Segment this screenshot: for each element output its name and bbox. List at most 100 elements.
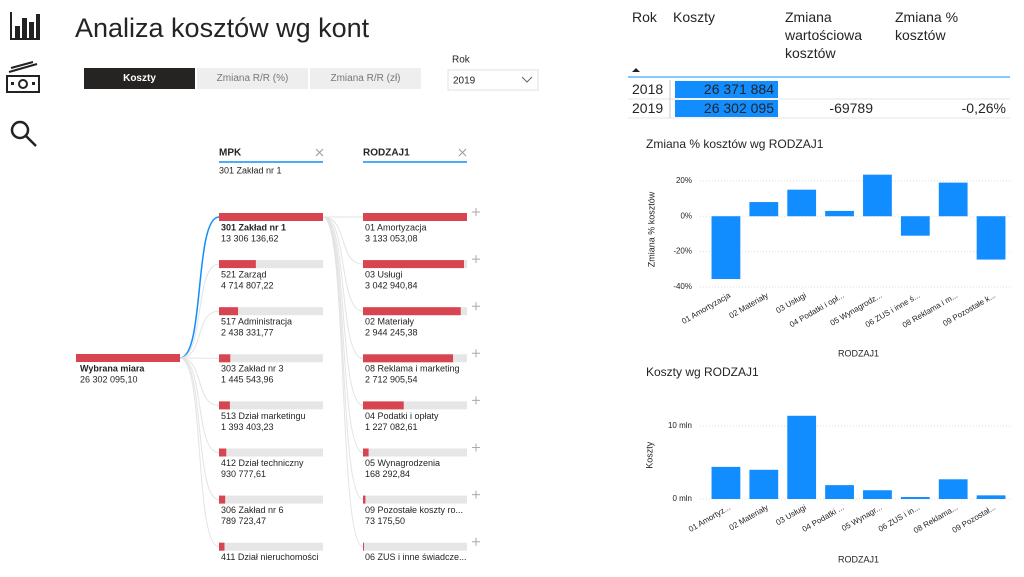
- node-label: 09 Pozostałe koszty ro...: [365, 505, 463, 515]
- expand-icon[interactable]: [472, 255, 480, 264]
- y-tick-label: 20%: [676, 176, 692, 185]
- x-tick-label: 05 Wynagr...: [840, 503, 883, 533]
- sort-arrow[interactable]: [632, 68, 640, 72]
- node-bar: [363, 495, 366, 504]
- node-bar: [219, 260, 256, 269]
- node-label: 412 Dział techniczny: [221, 458, 304, 468]
- node-bar: [363, 542, 364, 551]
- slicer-dropdown[interactable]: [447, 69, 539, 91]
- search-icon[interactable]: [10, 120, 37, 147]
- bar: [825, 210, 854, 217]
- expand-icon[interactable]: [472, 537, 480, 546]
- close-icon[interactable]: [315, 148, 324, 157]
- y-tick-label: -40%: [673, 282, 692, 291]
- connector: [179, 357, 220, 501]
- node-value: 1 227 082,61: [365, 422, 418, 432]
- money-icon[interactable]: [6, 61, 40, 93]
- report-icon[interactable]: [10, 12, 40, 40]
- x-axis-label: RODZAJ1: [838, 348, 879, 358]
- node-bar: [219, 354, 231, 363]
- node-label: 513 Dział marketingu: [221, 411, 306, 421]
- node-label: 06 ZUS i inne świadcze...: [365, 552, 467, 562]
- node-label: 411 Dział nieruchomości: [221, 552, 318, 562]
- bar: [900, 497, 930, 499]
- level-header: RODZAJ1: [363, 148, 410, 159]
- level-selection: 301 Zakład nr 1: [219, 165, 282, 175]
- connector: [179, 357, 220, 548]
- connector: [322, 216, 364, 312]
- expand-icon[interactable]: [472, 490, 480, 499]
- y-tick-label: -20%: [673, 247, 692, 256]
- node-value: 4 714 807,22: [221, 280, 274, 290]
- node-bar: [363, 260, 465, 269]
- slicer-label: Rok: [452, 55, 471, 66]
- node-value: 2 438 331,77: [221, 328, 274, 338]
- node-bar: [219, 495, 226, 504]
- connector: [322, 216, 364, 265]
- connector: [179, 357, 220, 406]
- expand-icon[interactable]: [472, 443, 480, 452]
- node-bar: [219, 401, 230, 410]
- x-tick-label: 01 Amortyz...: [687, 503, 732, 534]
- toggle-button[interactable]: Koszty: [84, 68, 195, 89]
- connector: [179, 357, 220, 453]
- change-cell: -69789: [829, 100, 873, 116]
- node-label: 08 Reklama i marketing: [365, 364, 460, 374]
- node-value: 2 944 245,38: [365, 328, 418, 338]
- y-tick-label: 10 mln: [668, 421, 692, 430]
- connector: [322, 216, 364, 406]
- node-bar: [363, 307, 461, 316]
- year-cell: 2019: [632, 100, 664, 116]
- node-label: 306 Zakład nr 6: [221, 505, 284, 515]
- connector: [179, 263, 220, 359]
- bar: [938, 479, 968, 499]
- expand-icon[interactable]: [472, 396, 480, 405]
- node-label: 301 Zakład nr 1: [221, 222, 286, 232]
- node-label: 02 Materiały: [365, 317, 415, 327]
- bar: [749, 202, 779, 217]
- bar: [787, 415, 817, 499]
- close-icon[interactable]: [458, 148, 467, 157]
- x-tick-label: 03 Usługi: [774, 291, 808, 316]
- node-value: 73 175,50: [365, 516, 405, 526]
- node-bar-bg: [219, 448, 323, 457]
- expand-icon[interactable]: [472, 349, 480, 358]
- chart-title: Koszty wg RODZAJ1: [646, 365, 759, 379]
- cost-cell: 26 302 095: [703, 100, 774, 116]
- node-bar-bg: [363, 495, 467, 504]
- node-value: 1 393 403,23: [221, 422, 274, 432]
- column-header: Koszty: [673, 9, 716, 25]
- node-bar: [363, 213, 467, 221]
- node-bar: [219, 307, 239, 316]
- column-header: Zmiana % kosztów: [895, 9, 959, 43]
- node-value: 789 723,47: [221, 516, 266, 526]
- node-value: 3 042 940,84: [365, 280, 418, 290]
- node-value: 930 777,61: [221, 469, 266, 479]
- connector: [179, 310, 220, 359]
- data-bar: [675, 100, 778, 117]
- toggle-button[interactable]: Zmiana R/R (zł): [310, 68, 421, 89]
- x-tick-label: 02 Materiały: [728, 503, 770, 533]
- toggle-button[interactable]: Zmiana R/R (%): [197, 68, 308, 89]
- cost-cell: 26 371 884: [703, 81, 774, 97]
- node-value: 26 302 095,10: [80, 374, 138, 384]
- node-bar-bg: [363, 401, 467, 410]
- x-tick-label: 09 Pozostał...: [951, 503, 997, 535]
- connector: [322, 216, 364, 548]
- expand-icon[interactable]: [472, 302, 480, 311]
- bar: [711, 466, 741, 499]
- node-bar-bg: [219, 495, 323, 504]
- node-bar: [363, 448, 369, 457]
- node-label: 01 Amortyzacja: [365, 222, 427, 232]
- connector: [322, 216, 364, 501]
- node-value: 1 445 543,96: [221, 375, 274, 385]
- change-pct-cell: -0,26%: [961, 100, 1006, 116]
- node-bar-bg: [363, 542, 467, 551]
- expand-icon[interactable]: [472, 208, 480, 216]
- bar: [900, 216, 930, 236]
- bar: [787, 189, 817, 217]
- node-bar: [219, 448, 227, 457]
- node-value: 3 133 053,08: [365, 233, 418, 243]
- column-header: Zmiana wartościowa kosztów: [785, 9, 863, 61]
